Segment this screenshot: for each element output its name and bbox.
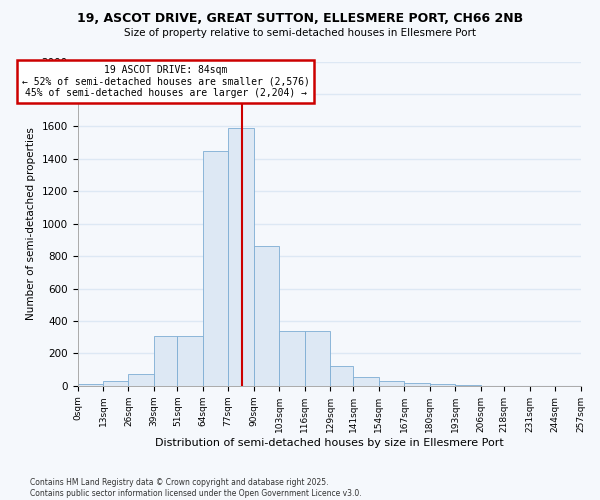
- Bar: [455, 385, 481, 386]
- Bar: [203, 150, 228, 386]
- Bar: [305, 330, 330, 386]
- Text: 19, ASCOT DRIVE, GREAT SUTTON, ELLESMERE PORT, CH66 2NB: 19, ASCOT DRIVE, GREAT SUTTON, ELLESMERE…: [77, 12, 523, 26]
- X-axis label: Distribution of semi-detached houses by size in Ellesmere Port: Distribution of semi-detached houses by …: [155, 438, 503, 448]
- Bar: [154, 336, 178, 386]
- Y-axis label: Number of semi-detached properties: Number of semi-detached properties: [26, 127, 36, 320]
- Bar: [77, 384, 103, 386]
- Bar: [254, 246, 279, 386]
- Bar: [228, 128, 254, 386]
- Bar: [379, 381, 404, 386]
- Bar: [404, 382, 430, 386]
- Text: 19 ASCOT DRIVE: 84sqm
← 52% of semi-detached houses are smaller (2,576)
45% of s: 19 ASCOT DRIVE: 84sqm ← 52% of semi-deta…: [22, 64, 310, 98]
- Bar: [128, 374, 154, 386]
- Bar: [353, 377, 379, 386]
- Text: Size of property relative to semi-detached houses in Ellesmere Port: Size of property relative to semi-detach…: [124, 28, 476, 38]
- Bar: [330, 366, 353, 386]
- Bar: [279, 330, 305, 386]
- Bar: [103, 381, 128, 386]
- Bar: [178, 336, 203, 386]
- Bar: [430, 384, 455, 386]
- Text: Contains HM Land Registry data © Crown copyright and database right 2025.
Contai: Contains HM Land Registry data © Crown c…: [30, 478, 362, 498]
